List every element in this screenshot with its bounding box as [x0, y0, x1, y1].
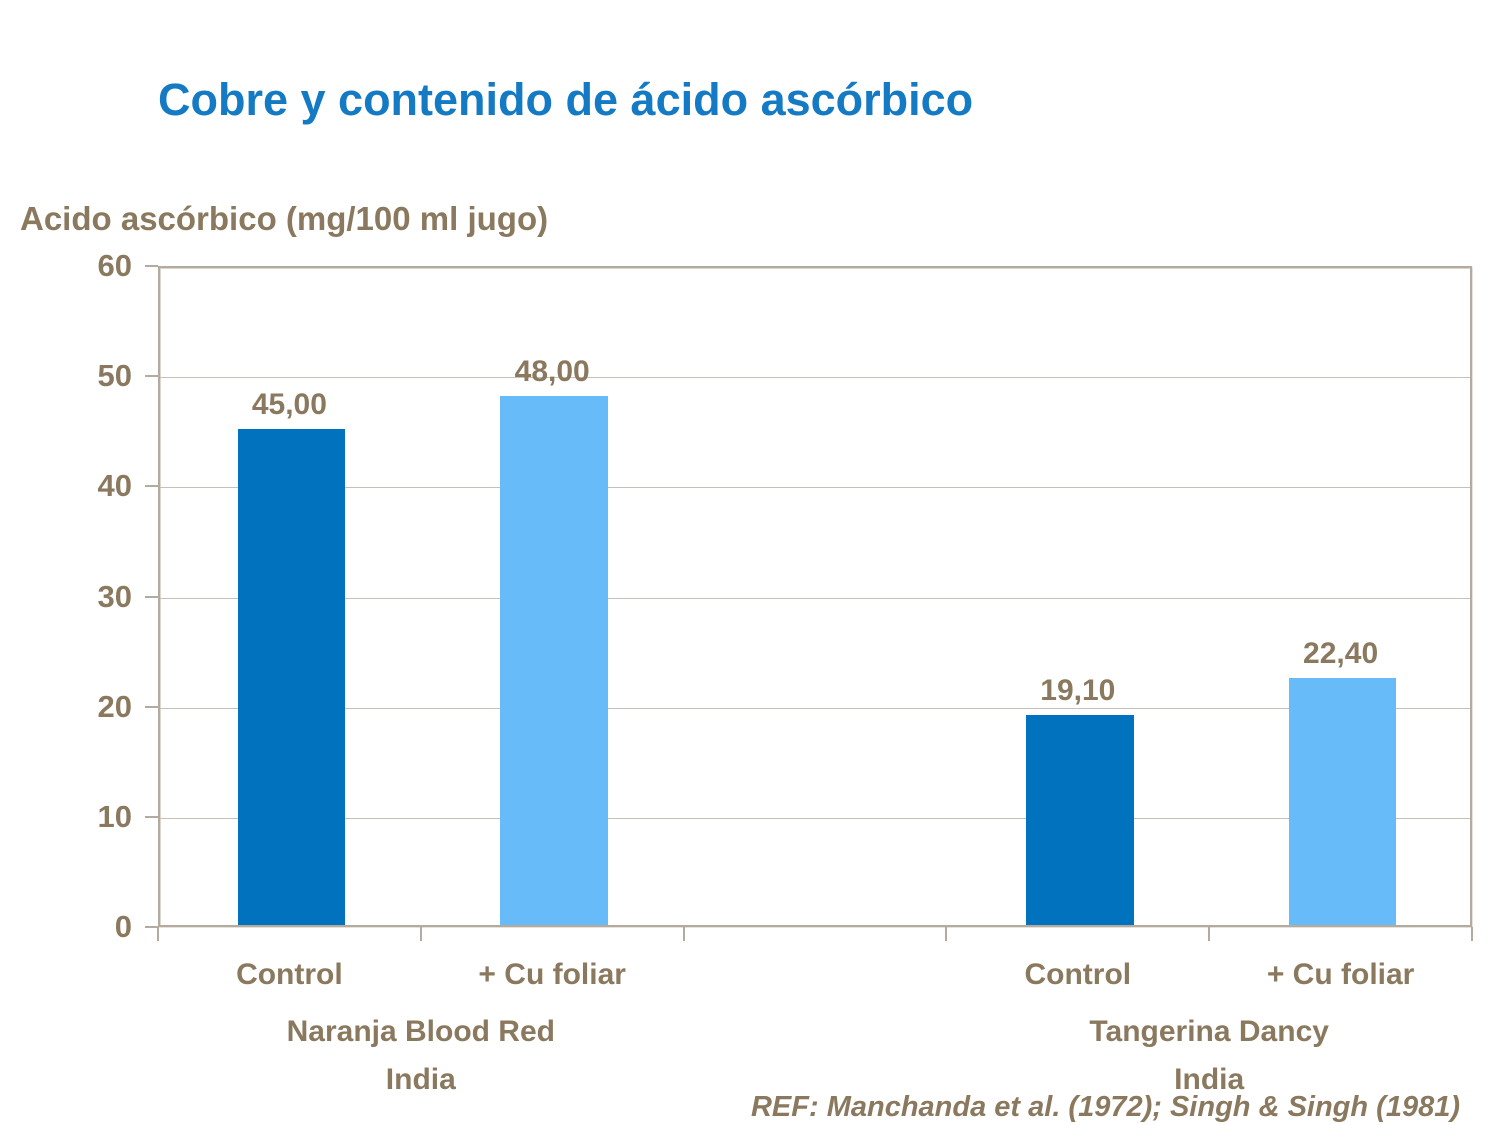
bar-value-label: 19,10 — [1040, 673, 1116, 707]
category-label: Control — [1024, 958, 1132, 991]
group-label-line: India — [1174, 1063, 1245, 1096]
y-axis-tick-label: 10 — [97, 798, 132, 834]
x-tick-mark — [419, 927, 422, 941]
group-label: Naranja Blood Red India — [287, 1008, 555, 1104]
x-tick-mark — [682, 927, 685, 941]
group-label-line: Tangerina Dancy — [1089, 1015, 1329, 1048]
gridline — [160, 597, 1470, 599]
bar-cu-foliar — [1288, 678, 1397, 925]
y-tick-mark — [145, 595, 158, 598]
x-tick-mark — [1208, 927, 1211, 941]
bar-cu-foliar — [500, 396, 609, 925]
gridline — [160, 377, 1470, 379]
y-tick-mark — [145, 815, 158, 818]
y-axis-title: Acido ascórbico (mg/100 ml jugo) — [20, 200, 549, 237]
x-tick-mark — [945, 927, 948, 941]
y-axis-tick-label: 30 — [97, 578, 132, 614]
y-tick-mark — [145, 265, 158, 267]
gridline — [160, 817, 1470, 819]
y-axis-tick-label: 40 — [97, 468, 132, 504]
bar-control — [237, 429, 346, 925]
category-label: + Cu foliar — [1266, 958, 1415, 991]
chart-title: Cobre y contenido de ácido ascórbico — [158, 74, 974, 125]
gridline — [160, 707, 1470, 709]
category-label: + Cu foliar — [478, 958, 626, 991]
y-axis-tick-label: 0 — [114, 909, 132, 944]
y-axis-tick-label: 60 — [97, 248, 132, 283]
group-label-line: India — [385, 1063, 456, 1096]
y-tick-mark — [145, 926, 158, 928]
group-label-line: Naranja Blood Red — [286, 1015, 555, 1048]
y-tick-mark — [145, 375, 158, 378]
bar-control — [1025, 714, 1134, 925]
bar-value-label: 48,00 — [514, 355, 590, 389]
reference-text: REF: Manchanda et al. (1972); Singh & Si… — [750, 1091, 1460, 1123]
bar-value-label: 45,00 — [251, 388, 327, 422]
y-tick-mark — [145, 485, 158, 488]
y-axis-tick-label: 50 — [97, 358, 132, 394]
category-label: Control — [236, 958, 343, 991]
gridline — [160, 487, 1470, 489]
group-label: Tangerina Dancy India — [1089, 1008, 1329, 1104]
bar-value-label: 22,40 — [1303, 637, 1379, 671]
plot-area — [158, 266, 1472, 927]
x-tick-mark — [157, 927, 159, 941]
y-axis-tick-label: 20 — [97, 688, 132, 724]
y-tick-mark — [145, 705, 158, 708]
x-tick-mark — [1471, 927, 1473, 941]
